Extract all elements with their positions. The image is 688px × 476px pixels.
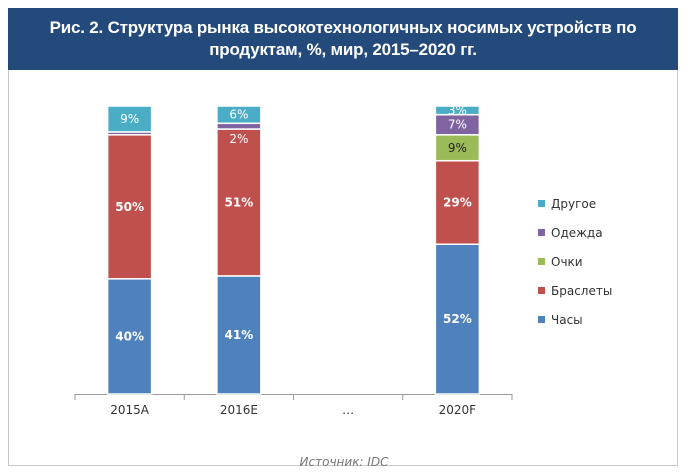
chart-title: Рис. 2. Структура рынка высокотехнологич… (8, 8, 678, 70)
data-label: 29% (443, 195, 472, 209)
data-label: 41% (225, 328, 254, 342)
bar-segment (216, 275, 262, 395)
legend-swatch (538, 316, 545, 323)
legend-swatch (538, 287, 545, 294)
legend-label: Часы (551, 313, 583, 327)
bar-segment (434, 134, 481, 162)
data-label: 40% (115, 329, 144, 343)
x-tick-label: … (342, 403, 354, 417)
data-label: 50% (115, 200, 144, 214)
data-label: 9% (448, 141, 467, 155)
data-label: 52% (443, 312, 472, 326)
legend-label: Одежда (551, 226, 603, 240)
bar-segment (106, 105, 153, 133)
source-note: Источник: IDC (299, 455, 389, 469)
data-label: 51% (225, 195, 254, 209)
data-label: 9% (120, 112, 139, 126)
bar-segment (434, 243, 481, 395)
bar-segment (434, 159, 481, 245)
legend-label: Браслеты (551, 284, 612, 298)
legend-label: Очки (551, 255, 583, 269)
x-tick-label: 2015A (110, 403, 150, 417)
legend-swatch (538, 229, 545, 236)
bar-segment (434, 105, 481, 116)
data-label: 2% (229, 132, 248, 146)
legend-swatch (538, 200, 545, 207)
bar-segment (216, 122, 262, 130)
bar-segment (216, 105, 262, 125)
x-tick-label: 2016E (220, 403, 258, 417)
x-tick-label: 2020F (439, 403, 477, 417)
data-label: 6% (229, 108, 248, 122)
data-label: 7% (448, 118, 467, 132)
legend-label: Другое (551, 197, 596, 211)
data-label: 3% (448, 103, 467, 117)
legend-swatch (538, 258, 545, 265)
